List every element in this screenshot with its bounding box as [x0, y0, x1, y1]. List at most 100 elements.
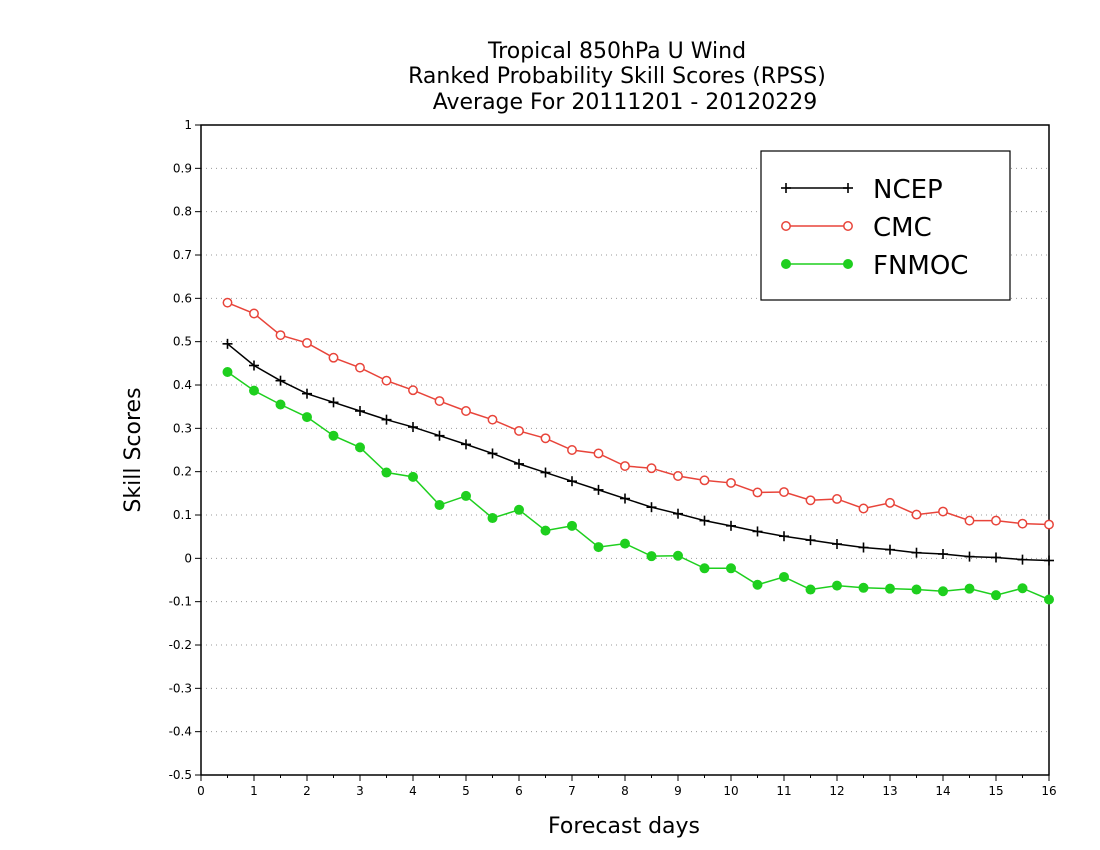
cmc-point — [275, 330, 286, 341]
ncep-point — [567, 476, 577, 487]
y-tick-label: -0.1 — [169, 595, 192, 609]
cmc-point — [646, 463, 657, 474]
cmc-point — [540, 433, 551, 444]
legend: NCEP CMC FNMOC — [760, 150, 1011, 301]
fnmoc-point — [911, 584, 922, 595]
x-tick-label: 14 — [935, 784, 950, 798]
fnmoc-series — [222, 367, 1054, 605]
cmc-line — [227, 301, 1050, 526]
x-tick-label: 15 — [988, 784, 1003, 798]
cmc-point — [911, 509, 922, 520]
y-tick-label: 0.2 — [173, 465, 192, 479]
fnmoc-point — [726, 563, 736, 574]
x-tick-label: 9 — [674, 784, 682, 798]
ncep-point — [302, 388, 312, 399]
cmc-point — [434, 396, 445, 406]
fnmoc-point — [328, 430, 339, 441]
fnmoc-point — [408, 471, 418, 482]
ncep-point — [328, 397, 339, 408]
fnmoc-point — [779, 571, 789, 582]
cmc-point — [779, 487, 789, 497]
ncep-point — [1017, 554, 1028, 565]
cmc-point — [832, 494, 842, 504]
y-tick-label: 0.7 — [173, 248, 192, 262]
legend-marker-fnmoc — [781, 259, 791, 269]
ncep-point — [540, 467, 551, 478]
ncep-point — [752, 526, 763, 537]
x-axis-label: Forecast days — [548, 814, 700, 839]
ncep-point — [249, 360, 259, 371]
y-tick-label: 0.6 — [173, 291, 192, 305]
cmc-point — [620, 461, 630, 471]
y-tick-label: -0.3 — [169, 681, 192, 695]
legend-marker-cmc — [781, 221, 791, 231]
cmc-series — [222, 297, 1054, 530]
fnmoc-point — [964, 583, 975, 594]
fnmoc-point — [991, 590, 1001, 601]
axes: -0.5 -0.4 -0.3 -0.2 -0.1 0 0.1 0.2 0.3 0.4 0.5 0.6 0… — [169, 118, 1057, 798]
x-tick-label: 10 — [723, 784, 738, 798]
ncep-point — [408, 422, 418, 433]
y-tick-label: 0.8 — [173, 205, 192, 219]
ncep-point — [699, 515, 710, 526]
x-tick-label: 5 — [462, 784, 470, 798]
chart-title-line-1: Tropical 850hPa U Wind — [487, 39, 746, 64]
cmc-point — [726, 477, 736, 488]
fnmoc-point — [275, 399, 286, 410]
cmc-point — [514, 425, 524, 436]
fnmoc-point — [858, 582, 869, 593]
fnmoc-point — [540, 525, 551, 536]
ncep-point — [461, 439, 471, 450]
ncep-point — [858, 542, 869, 553]
fnmoc-point — [752, 579, 763, 590]
fnmoc-point — [302, 412, 312, 423]
y-tick-label: -0.4 — [169, 725, 192, 739]
legend-marker-cmc — [843, 221, 853, 231]
x-tick-label: 0 — [197, 784, 205, 798]
data-series — [222, 297, 1054, 605]
chart-title-line-3: Average For 20111201 - 20120229 — [433, 90, 818, 115]
x-tick-label: 6 — [515, 784, 523, 798]
ncep-point — [832, 539, 842, 550]
ncep-point — [222, 338, 233, 349]
x-tick-label: 7 — [568, 784, 576, 798]
cmc-point — [487, 414, 498, 425]
ncep-point — [673, 508, 683, 519]
cmc-point — [1017, 518, 1028, 529]
y-tick-label: 0.1 — [173, 508, 192, 522]
cmc-point — [355, 362, 365, 373]
ncep-line — [227, 343, 1050, 562]
ncep-point — [593, 484, 604, 495]
fnmoc-point — [355, 442, 365, 453]
fnmoc-point — [699, 563, 710, 574]
x-tick-label: 12 — [829, 784, 844, 798]
fnmoc-point — [434, 500, 445, 511]
ncep-point — [726, 520, 736, 531]
ncep-point — [964, 551, 975, 562]
y-tick-label: -0.5 — [169, 768, 192, 782]
legend-label-ncep: NCEP — [873, 175, 943, 205]
cmc-point — [381, 375, 392, 386]
fnmoc-point — [620, 538, 630, 549]
y-tick-label: 0.5 — [173, 335, 192, 349]
cmc-point — [222, 297, 233, 308]
fnmoc-point — [593, 542, 604, 553]
legend-label-fnmoc: FNMOC — [873, 251, 968, 281]
x-tick-label: 1 — [250, 784, 258, 798]
cmc-point — [328, 352, 339, 363]
x-tick-label: 2 — [303, 784, 311, 798]
ncep-point — [487, 448, 498, 459]
ncep-point — [275, 375, 286, 386]
y-tick-label: 0.3 — [173, 421, 192, 435]
cmc-point — [302, 338, 312, 348]
fnmoc-point — [381, 467, 392, 478]
ncep-point — [355, 406, 365, 416]
chart-title-line-2: Ranked Probability Skill Scores (RPSS) — [408, 64, 826, 89]
x-tick-label: 3 — [356, 784, 364, 798]
cmc-point — [249, 308, 259, 319]
cmc-point — [938, 506, 948, 517]
fnmoc-line — [227, 371, 1050, 601]
ncep-point — [514, 458, 524, 469]
fnmoc-point — [1044, 594, 1054, 605]
